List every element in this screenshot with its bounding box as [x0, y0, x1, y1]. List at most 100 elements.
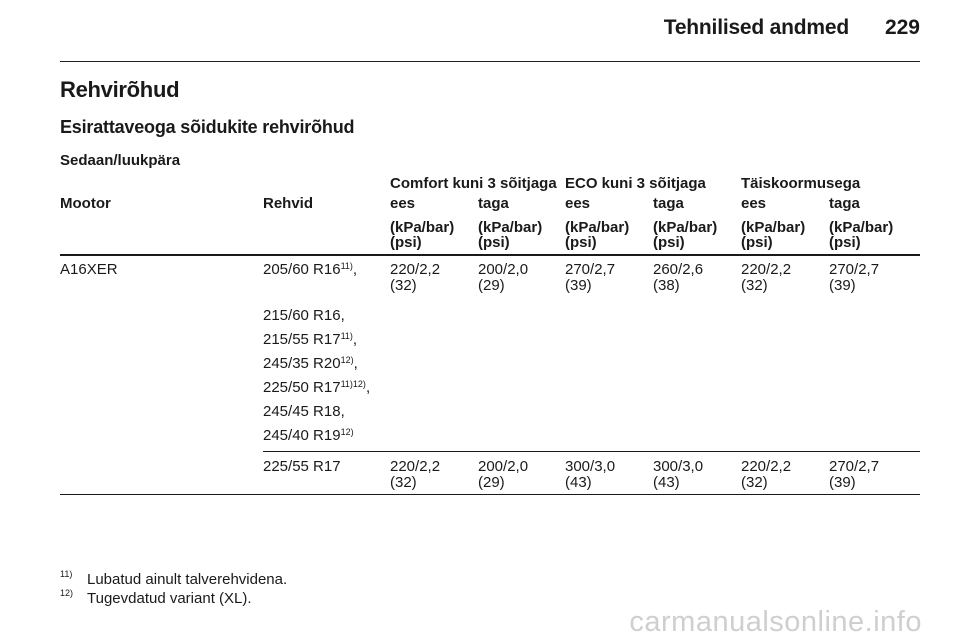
tyre-size-tail: , [353, 355, 358, 372]
tyre-size-text: 245/45 R18, [263, 403, 345, 420]
tyre-size-text: 245/40 R19 [263, 427, 341, 444]
footnote-ref: 12) [340, 427, 354, 437]
unit-header: (kPa/bar) (psi) [478, 220, 542, 250]
pressure-psi: (32) [390, 474, 417, 491]
tyre-size-tail: , [365, 379, 371, 396]
engine-code: A16XER [60, 261, 118, 278]
pressure-psi: (32) [741, 277, 768, 294]
axle-header-rear: taga [478, 195, 509, 212]
pressure-kpa-bar: 220/2,2 [390, 261, 441, 278]
footnote-ref: 11)12) [340, 379, 366, 389]
unit-psi: (psi) [565, 234, 597, 251]
pressure-cell: 220/2,2 (32) [741, 262, 791, 294]
axle-header-front: ees [390, 195, 416, 212]
footnote-ref: 11) [340, 261, 353, 271]
group-header-full-load: Täiskoormusega [741, 175, 861, 192]
axle-header-front: ees [741, 195, 767, 212]
unit-psi: (psi) [653, 234, 685, 251]
column-header-engine: Mootor [60, 195, 111, 212]
tyre-size: 245/35 R2012), [263, 356, 358, 372]
header-rule [60, 61, 920, 62]
pressure-kpa-bar: 220/2,2 [741, 261, 792, 278]
pressure-kpa-bar: 200/2,0 [478, 261, 529, 278]
pressure-cell: 300/3,0 (43) [565, 459, 615, 491]
tyre-size: 225/55 R17 [263, 458, 341, 475]
pressure-cell: 220/2,2 (32) [390, 262, 440, 294]
unit-kpa-bar: (kPa/bar) [478, 219, 543, 236]
pressure-cell: 270/2,7 (39) [829, 459, 879, 491]
tyre-size-tail: , [352, 331, 358, 348]
subsection-title: Esirattaveoga sõidukite rehvirõhud [60, 117, 355, 137]
pressure-cell: 270/2,7 (39) [565, 262, 615, 294]
tyre-size-tail: , [352, 261, 358, 278]
unit-kpa-bar: (kPa/bar) [653, 219, 718, 236]
tyre-size-text: 215/55 R17 [263, 331, 341, 348]
body-type-label: Sedaan/luukpära [60, 152, 181, 169]
tyre-size: 245/40 R1912) [263, 428, 354, 444]
unit-header: (kPa/bar) (psi) [390, 220, 454, 250]
pressure-kpa-bar: 270/2,7 [829, 261, 880, 278]
table-bottom-rule [60, 494, 920, 495]
pressure-psi: (39) [829, 474, 856, 491]
running-header-title: Tehnilised andmed [663, 16, 849, 39]
pressure-psi: (32) [741, 474, 768, 491]
axle-header-front: ees [565, 195, 591, 212]
pressure-kpa-bar: 270/2,7 [565, 261, 616, 278]
axle-header-rear: taga [829, 195, 860, 212]
pressure-kpa-bar: 200/2,0 [478, 458, 529, 475]
pressure-psi: (29) [478, 277, 505, 294]
unit-header: (kPa/bar) (psi) [741, 220, 805, 250]
footnote-ref: 12) [340, 355, 354, 365]
page-number: 229 [884, 16, 920, 39]
watermark: carmanualsonline.info [629, 606, 922, 638]
unit-psi: (psi) [478, 234, 510, 251]
unit-kpa-bar: (kPa/bar) [565, 219, 630, 236]
pressure-psi: (43) [565, 474, 592, 491]
tyre-size: 205/60 R1611), [263, 262, 357, 278]
pressure-cell: 200/2,0 (29) [478, 459, 528, 491]
pressure-cell: 270/2,7 (39) [829, 262, 879, 294]
footnote-ref: 11) [340, 331, 353, 341]
pressure-psi: (38) [653, 277, 680, 294]
table-header-rule [60, 254, 920, 256]
pressure-psi: (29) [478, 474, 505, 491]
unit-header: (kPa/bar) (psi) [829, 220, 893, 250]
footnote-text: Lubatud ainult talverehvidena. [87, 571, 288, 588]
pressure-cell: 220/2,2 (32) [390, 459, 440, 491]
group-header-eco: ECO kuni 3 sõitjaga [565, 175, 706, 192]
pressure-cell: 260/2,6 (38) [653, 262, 703, 294]
pressure-kpa-bar: 300/3,0 [565, 458, 616, 475]
pressure-kpa-bar: 220/2,2 [741, 458, 792, 475]
footnote-text: Tugevdatud variant (XL). [87, 590, 252, 607]
tyre-size: 225/50 R1711)12), [263, 380, 370, 396]
tyre-size: 215/60 R16, [263, 308, 345, 324]
unit-kpa-bar: (kPa/bar) [829, 219, 894, 236]
axle-header-rear: taga [653, 195, 684, 212]
pressure-psi: (32) [390, 277, 417, 294]
pressure-kpa-bar: 260/2,6 [653, 261, 704, 278]
unit-psi: (psi) [829, 234, 861, 251]
unit-header: (kPa/bar) (psi) [653, 220, 717, 250]
footnote-mark: 11) [60, 569, 73, 579]
tyre-size-text: 205/60 R16 [263, 261, 341, 278]
pressure-cell: 220/2,2 (32) [741, 459, 791, 491]
tyre-size: 215/55 R1711), [263, 332, 357, 348]
tyre-size-text: 245/35 R20 [263, 355, 341, 372]
pressure-psi: (43) [653, 474, 680, 491]
tyre-size: 245/45 R18, [263, 404, 345, 420]
unit-header: (kPa/bar) (psi) [565, 220, 629, 250]
unit-kpa-bar: (kPa/bar) [390, 219, 455, 236]
pressure-psi: (39) [565, 277, 592, 294]
pressure-kpa-bar: 220/2,2 [390, 458, 441, 475]
group-header-comfort: Comfort kuni 3 sõitjaga [390, 175, 557, 192]
tyre-size-text: 225/50 R17 [263, 379, 341, 396]
unit-kpa-bar: (kPa/bar) [741, 219, 806, 236]
pressure-kpa-bar: 270/2,7 [829, 458, 880, 475]
pressure-kpa-bar: 300/3,0 [653, 458, 704, 475]
pressure-cell: 200/2,0 (29) [478, 262, 528, 294]
row-separator [263, 451, 920, 452]
section-title: Rehvirõhud [60, 77, 180, 102]
column-header-tyres: Rehvid [263, 195, 314, 212]
footnote-mark: 12) [60, 588, 74, 598]
